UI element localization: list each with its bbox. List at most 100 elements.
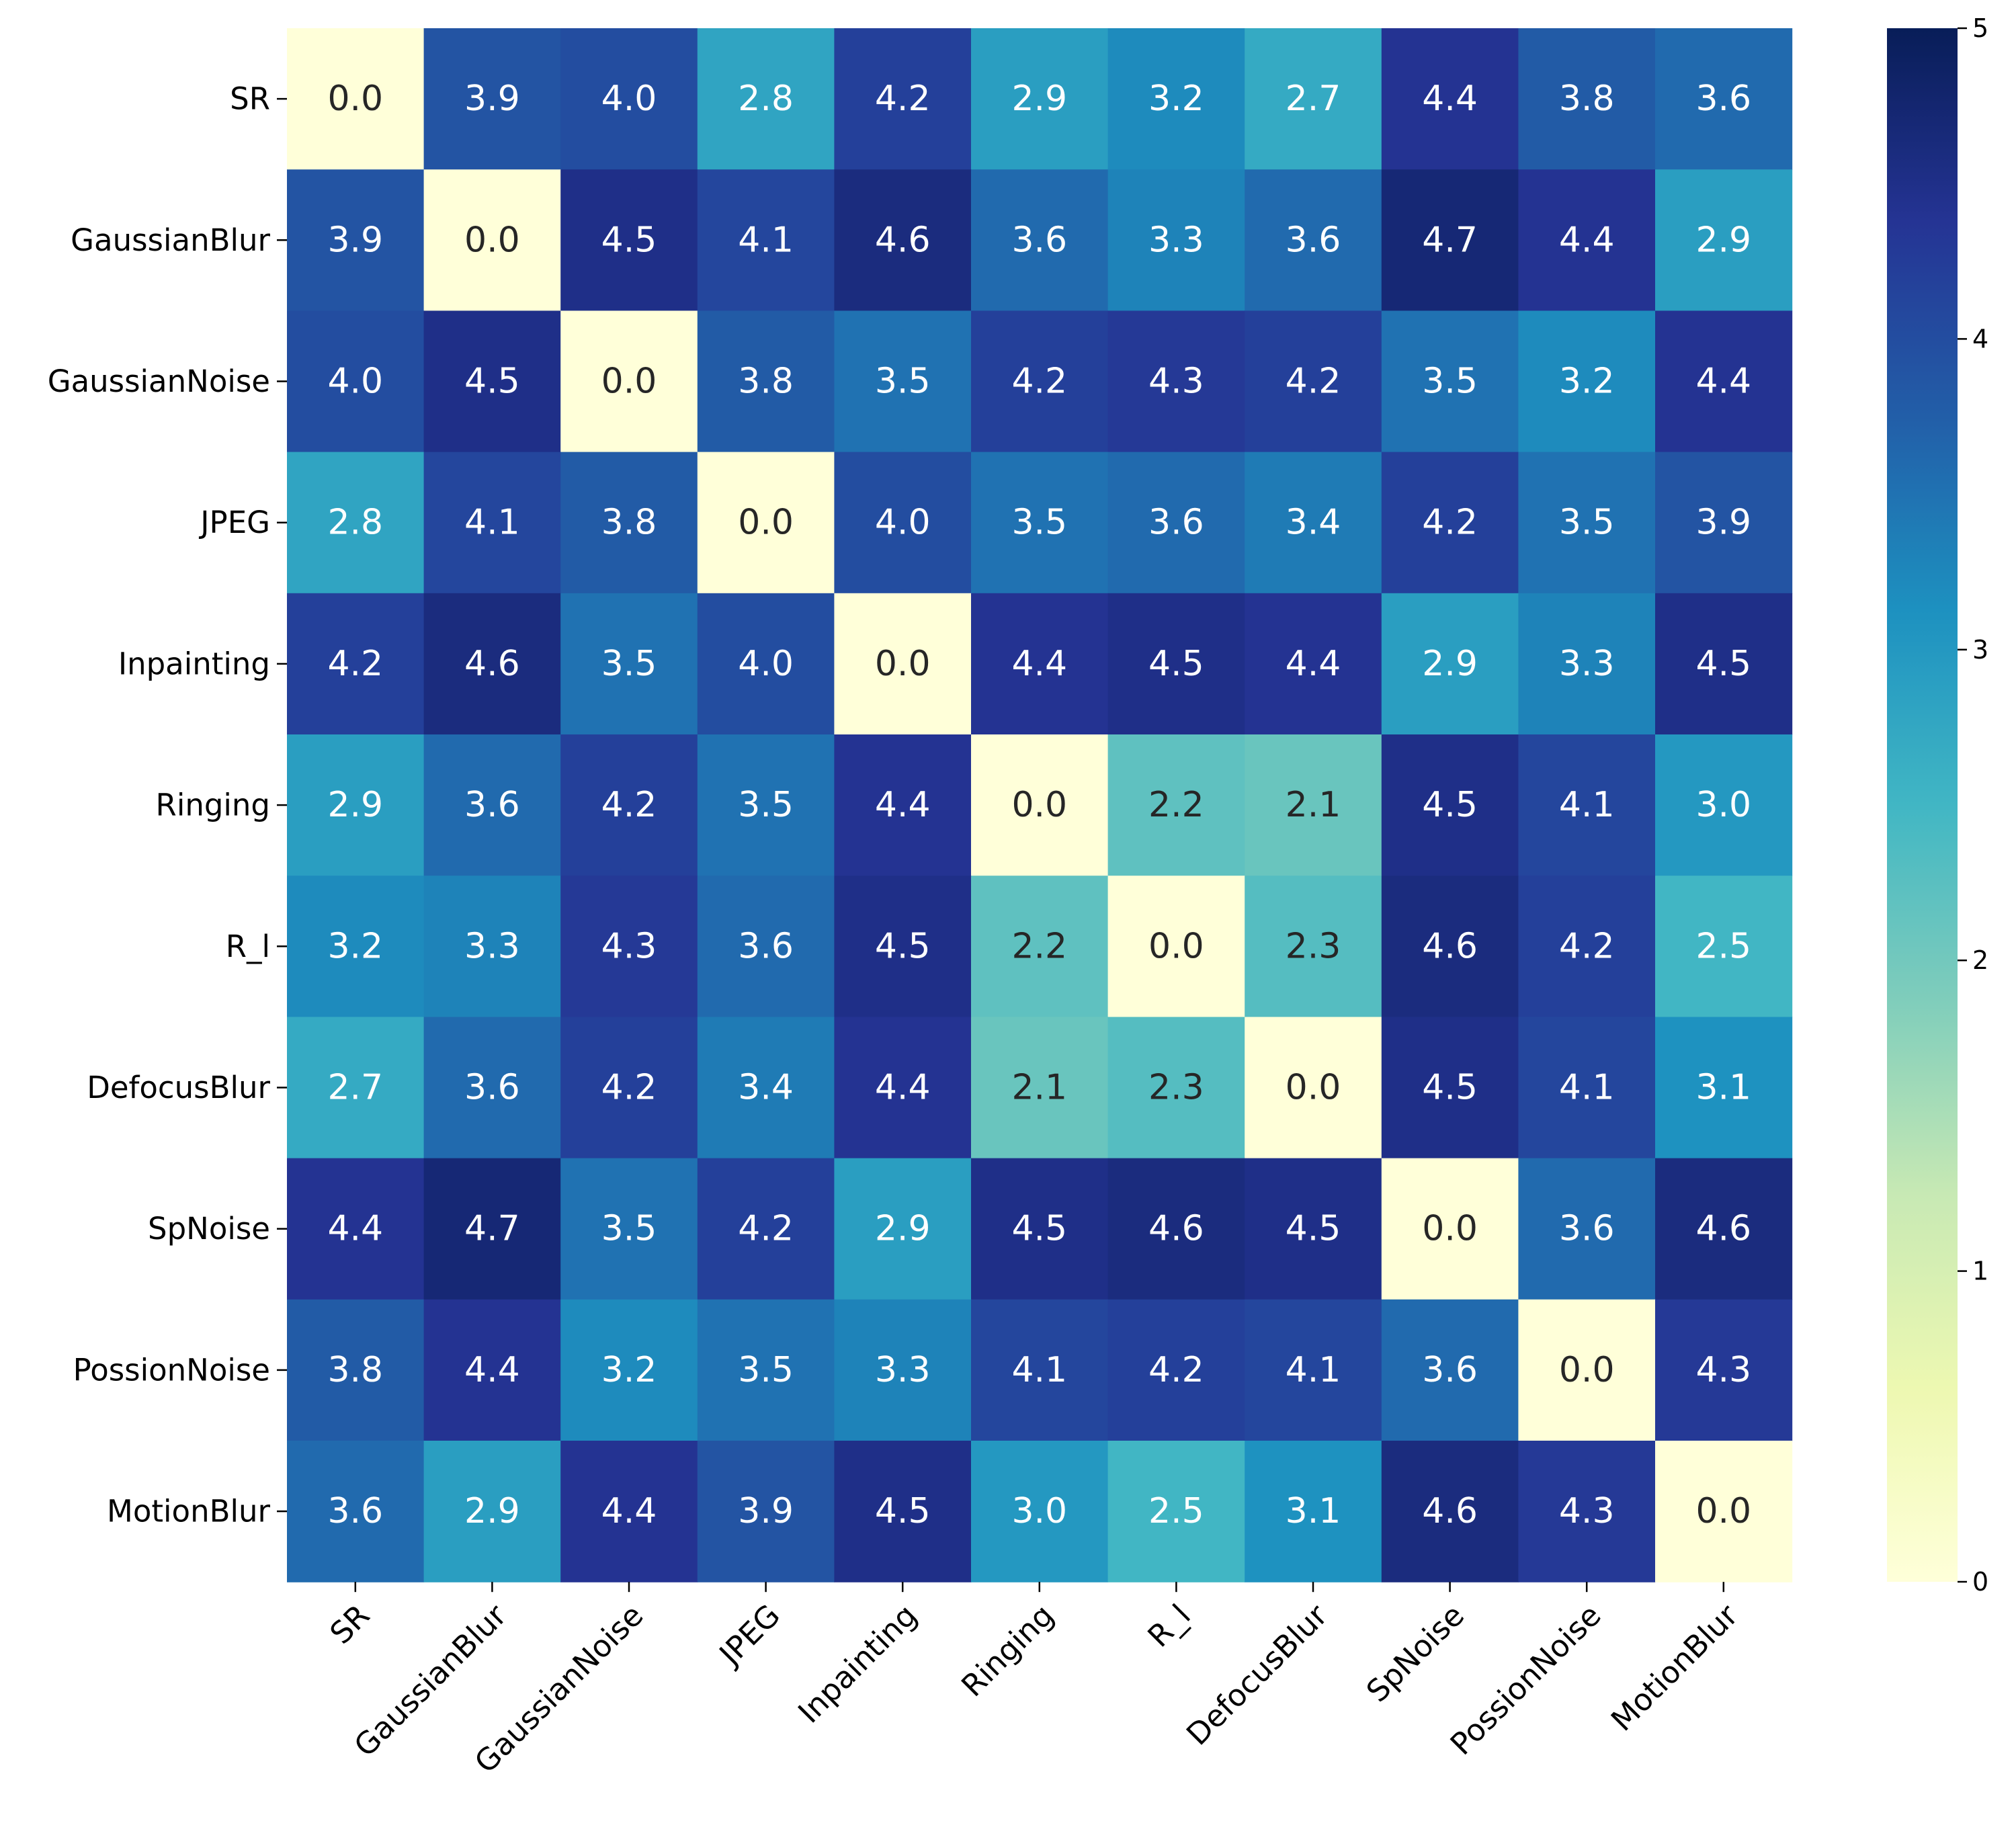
cell-value-label: 4.0	[601, 79, 657, 119]
cell-value-label: 4.6	[1695, 1209, 1751, 1249]
x-tick-label-jpeg: JPEG	[711, 1597, 787, 1673]
heatmap-cell-sr-spnoise	[1381, 28, 1519, 170]
heatmap-cell-r-l-gaussiannoise	[560, 876, 698, 1017]
heatmap-cell-inpainting-sr	[287, 593, 425, 735]
cell-value-label: 4.6	[875, 220, 931, 260]
heatmap-cell-gaussianblur-r-l	[1107, 169, 1245, 311]
heatmap-cell-r-l-r-l	[1107, 876, 1245, 1017]
cell-value-label: 3.6	[464, 785, 520, 825]
heatmap-cell-gaussiannoise-defocusblur	[1245, 310, 1382, 453]
heatmap-cell-ringing-gaussiannoise	[560, 734, 698, 876]
heatmap-cell-gaussiannoise-sr	[287, 310, 425, 453]
heatmap-cell-spnoise-defocusblur	[1245, 1158, 1382, 1300]
heatmap-cell-inpainting-gaussianblur	[423, 593, 561, 735]
y-tick-label-gaussianblur: GaussianBlur	[71, 222, 270, 258]
cell-value-label: 3.6	[1011, 220, 1067, 260]
heatmap-cell-defocusblur-defocusblur	[1245, 1017, 1382, 1159]
cell-value-label: 4.4	[1286, 644, 1341, 684]
heatmap-cell-ringing-motionblur	[1655, 734, 1793, 876]
heatmap-cell-gaussianblur-possionnoise	[1518, 169, 1656, 311]
heatmap-cell-possionnoise-gaussianblur	[423, 1299, 561, 1441]
heatmap-cell-r-l-defocusblur	[1245, 876, 1382, 1017]
cell-value-label: 4.3	[1559, 1491, 1615, 1531]
heatmap-cell-jpeg-motionblur	[1655, 452, 1793, 594]
cell-value-label: 0.0	[1148, 926, 1204, 966]
cell-value-label: 2.9	[1422, 644, 1478, 684]
heatmap-cell-possionnoise-sr	[287, 1299, 425, 1441]
heatmap-cell-gaussiannoise-r-l	[1107, 310, 1245, 453]
heatmap-cell-gaussiannoise-gaussianblur	[423, 310, 561, 453]
heatmap-cell-gaussianblur-jpeg	[697, 169, 835, 311]
heatmap-cell-r-l-spnoise	[1381, 876, 1519, 1017]
colorbar-tick-label: 3	[1972, 635, 1988, 665]
heatmap-cell-spnoise-inpainting	[834, 1158, 972, 1300]
heatmap-cell-sr-defocusblur	[1245, 28, 1382, 170]
heatmap-cell-defocusblur-jpeg	[697, 1017, 835, 1159]
x-tick-label-motionblur: MotionBlur	[1604, 1597, 1745, 1738]
cell-value-label: 3.9	[464, 79, 520, 119]
cell-value-label: 4.4	[327, 1209, 383, 1249]
cell-value-label: 4.2	[1286, 362, 1341, 402]
heatmap-cell-jpeg-sr	[287, 452, 425, 594]
cell-value-label: 4.0	[875, 503, 931, 543]
y-tick-label-ringing: Ringing	[156, 788, 270, 823]
heatmap-cell-ringing-possionnoise	[1518, 734, 1656, 876]
cell-value-label: 4.3	[601, 926, 657, 966]
heatmap-cell-r-l-sr	[287, 876, 425, 1017]
cell-value-label: 4.2	[1011, 362, 1067, 402]
cell-annotations: 0.0 3.9 4.0 2.8 4.2 2.9 3.2 2.7 4.4 3.8 3.6 3.9 0.0 4…	[327, 79, 1751, 1531]
cell-value-label: 4.5	[1011, 1209, 1067, 1249]
heatmap-cell-inpainting-gaussiannoise	[560, 593, 698, 735]
cell-value-label: 3.6	[738, 926, 794, 966]
heatmap-cell-r-l-possionnoise	[1518, 876, 1656, 1017]
colorbar-gradient	[1887, 28, 1958, 1582]
cell-value-label: 2.5	[1148, 1491, 1204, 1531]
cell-value-label: 2.8	[738, 79, 794, 119]
heatmap-cell-inpainting-ringing	[971, 593, 1109, 735]
heatmap-cell-r-l-gaussianblur	[423, 876, 561, 1017]
heatmap-cell-motionblur-possionnoise	[1518, 1441, 1656, 1582]
cell-value-label: 4.0	[327, 362, 383, 402]
cell-value-label: 4.5	[464, 362, 520, 402]
heatmap-cell-gaussianblur-ringing	[971, 169, 1109, 311]
cell-value-label: 2.7	[1286, 79, 1341, 119]
cell-value-label: 4.5	[875, 926, 931, 966]
cell-value-label: 3.9	[738, 1491, 794, 1531]
cell-value-label: 4.2	[601, 1068, 657, 1108]
cell-value-label: 4.4	[1695, 362, 1751, 402]
cell-value-label: 4.7	[1422, 220, 1478, 260]
cell-value-label: 2.9	[875, 1209, 931, 1249]
cell-value-label: 3.8	[601, 503, 657, 543]
heatmap-cell-ringing-gaussianblur	[423, 734, 561, 876]
colorbar: 0 1 2 3 4 5	[1887, 13, 1988, 1597]
heatmap-cell-defocusblur-gaussianblur	[423, 1017, 561, 1159]
cell-value-label: 4.2	[1422, 503, 1478, 543]
heatmap-cell-possionnoise-motionblur	[1655, 1299, 1793, 1441]
colorbar-tick-label: 0	[1972, 1567, 1988, 1597]
heatmap-cell-jpeg-possionnoise	[1518, 452, 1656, 594]
cell-value-label: 4.1	[1559, 785, 1615, 825]
heatmap-cell-sr-r-l	[1107, 28, 1245, 170]
heatmap-cell-defocusblur-gaussiannoise	[560, 1017, 698, 1159]
heatmap-cell-inpainting-defocusblur	[1245, 593, 1382, 735]
cell-value-label: 3.6	[464, 1068, 520, 1108]
cell-value-label: 4.0	[738, 644, 794, 684]
heatmap-cell-gaussianblur-inpainting	[834, 169, 972, 311]
heatmap-cell-ringing-r-l	[1107, 734, 1245, 876]
y-tick-label-spnoise: SpNoise	[148, 1211, 270, 1246]
cell-value-label: 4.6	[464, 644, 520, 684]
x-tick-label-defocusblur: DefocusBlur	[1179, 1597, 1335, 1752]
cell-value-label: 4.5	[601, 220, 657, 260]
cell-value-label: 4.4	[1559, 220, 1615, 260]
cell-value-label: 4.5	[1695, 644, 1751, 684]
heatmap-cell-gaussianblur-sr	[287, 169, 425, 311]
cell-value-label: 4.3	[1148, 362, 1204, 402]
y-tick-label-defocusblur: DefocusBlur	[87, 1070, 270, 1105]
heatmap-cell-spnoise-gaussianblur	[423, 1158, 561, 1300]
cell-value-label: 4.6	[1148, 1209, 1204, 1249]
heatmap-cell-sr-sr	[287, 28, 425, 170]
heatmap-cell-r-l-inpainting	[834, 876, 972, 1017]
cell-value-label: 4.4	[464, 1350, 520, 1390]
